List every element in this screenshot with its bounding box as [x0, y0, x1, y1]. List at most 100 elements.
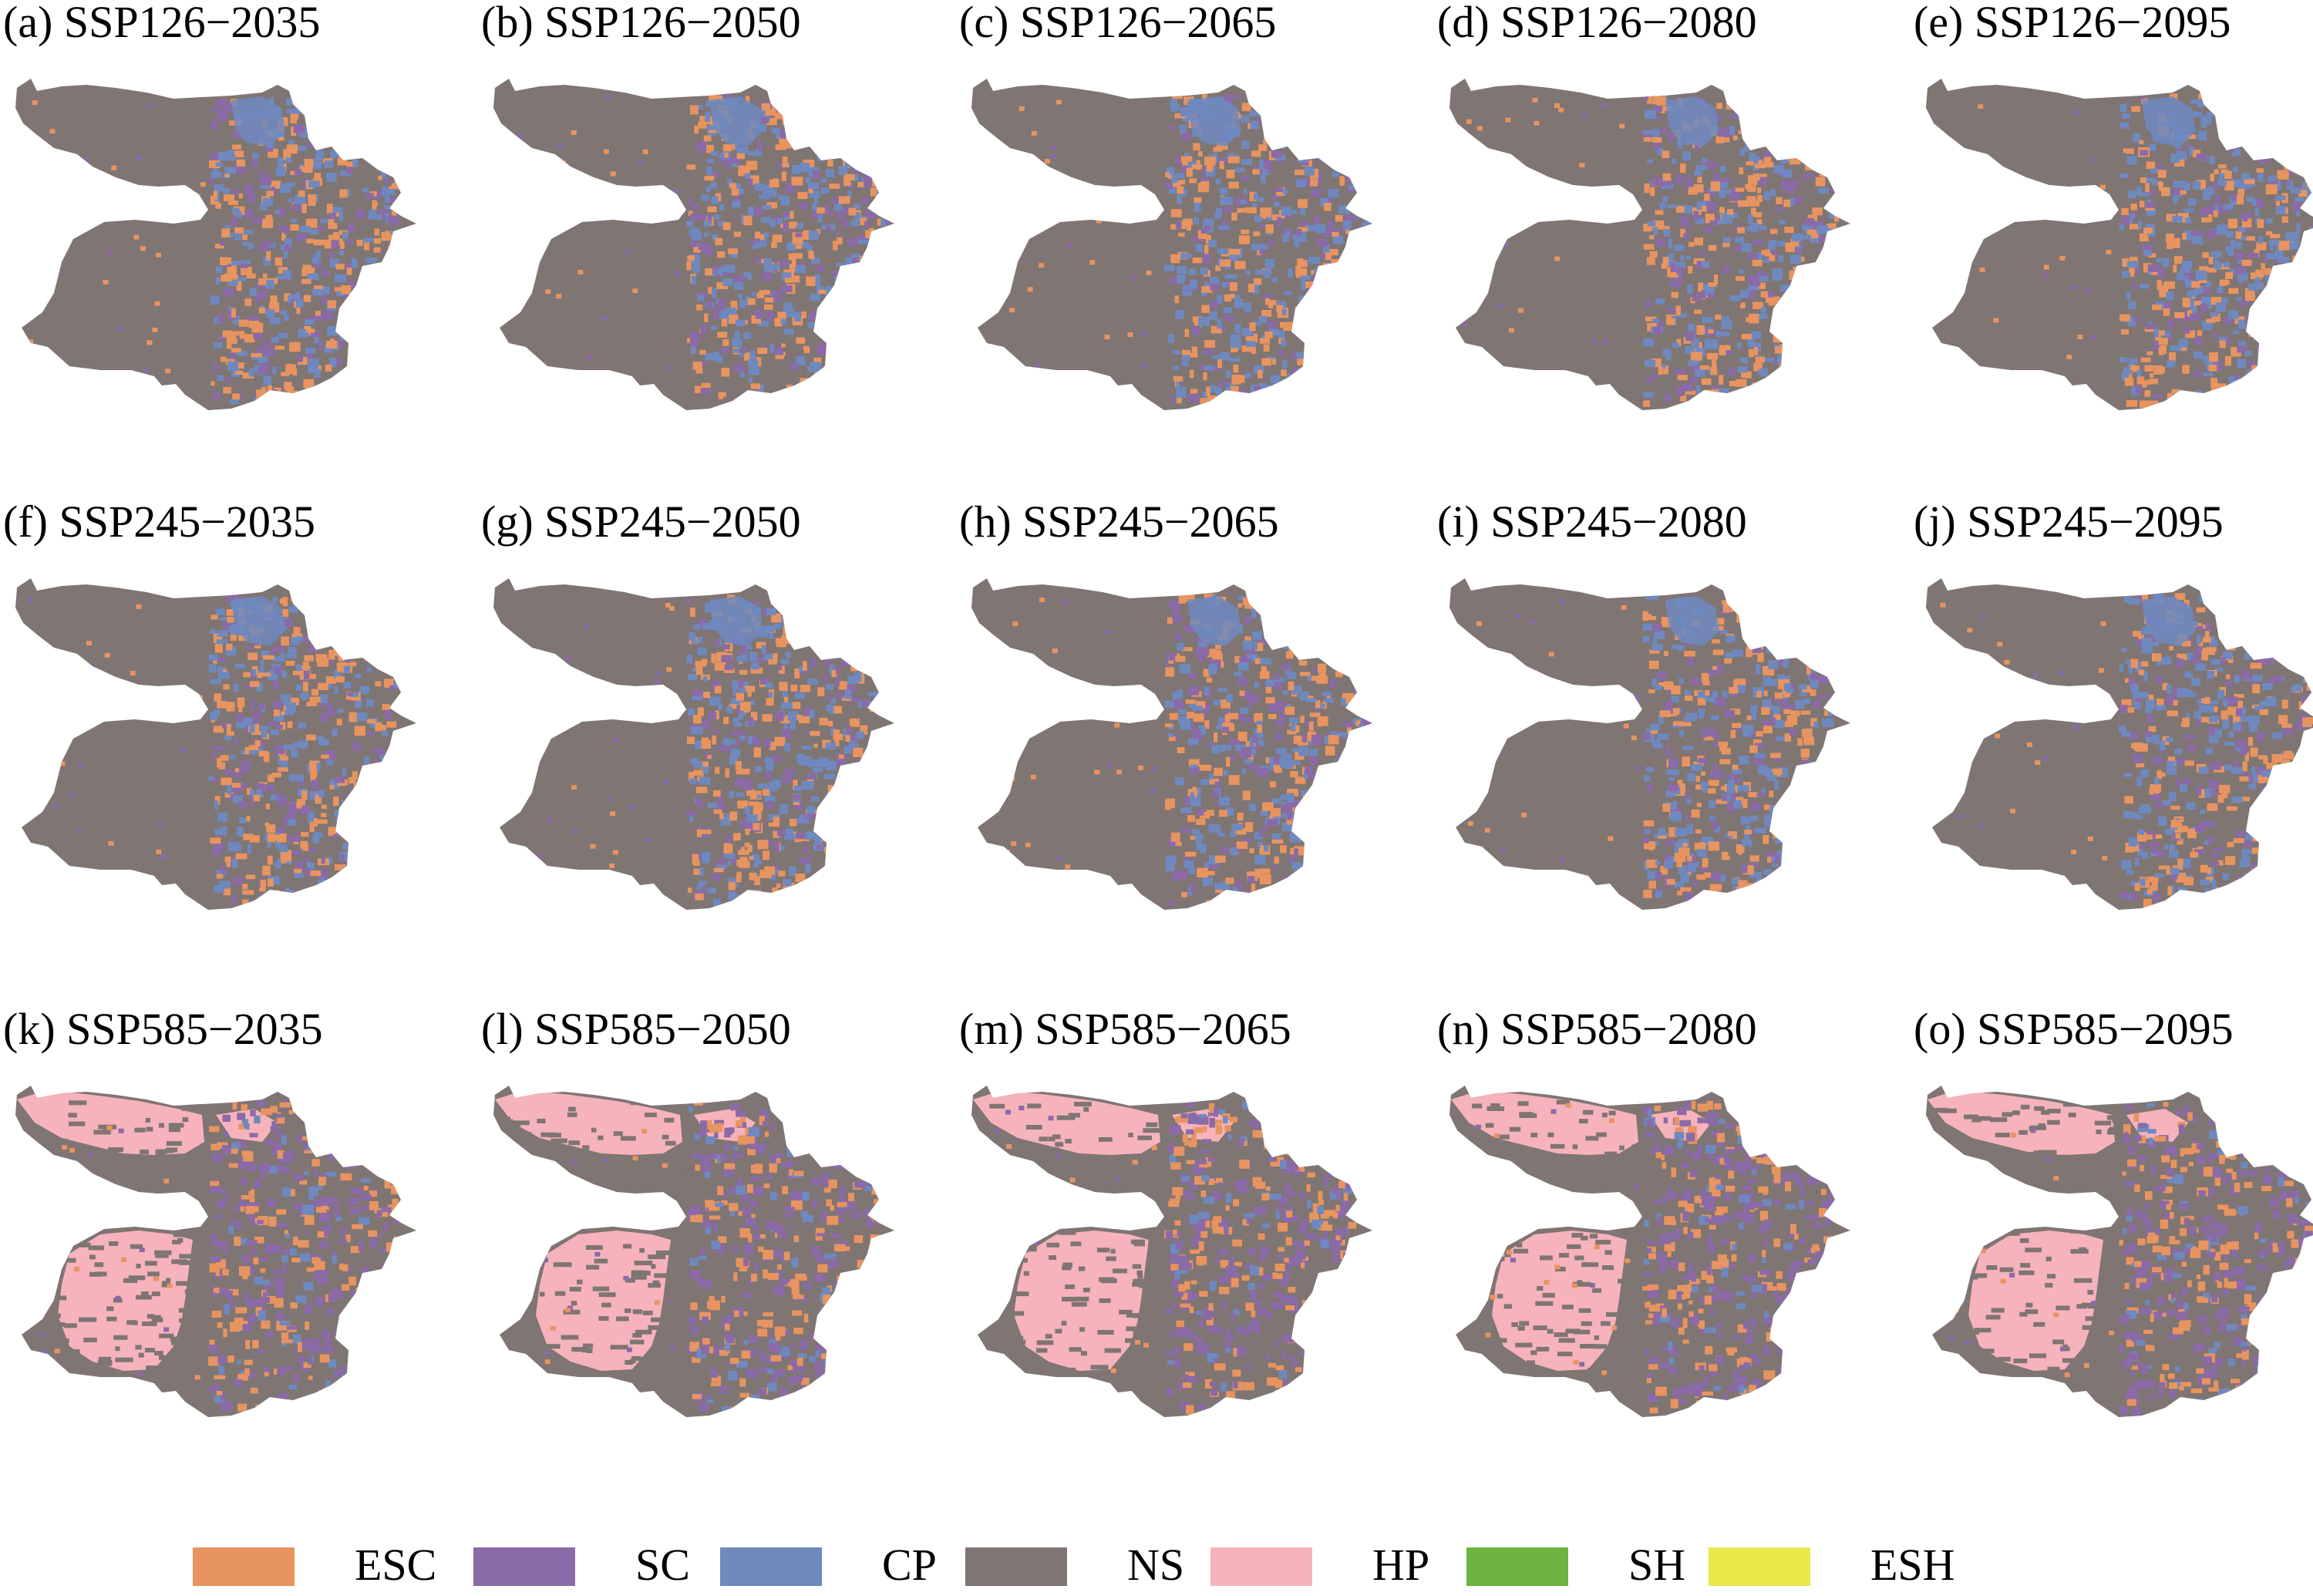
sc-cell	[348, 326, 357, 332]
cp-cell	[1790, 197, 1794, 206]
cp-cell	[1194, 217, 1199, 224]
cp-cell	[1310, 899, 1318, 907]
esc-cell	[714, 868, 724, 872]
sc-cell	[1291, 353, 1296, 359]
sc-cell	[2167, 319, 2173, 328]
cp-cell	[1278, 301, 1285, 305]
sc-cell	[1175, 157, 1180, 165]
cp-cell	[806, 864, 811, 874]
sc-cell	[332, 240, 339, 248]
esc-cell	[1310, 179, 1318, 186]
sc-cell	[1352, 201, 1360, 209]
sc-cell	[805, 389, 815, 393]
sc-cell	[218, 657, 226, 662]
esc-cell	[210, 614, 217, 619]
esc-cell	[303, 845, 309, 851]
cp-cell	[2156, 258, 2162, 263]
cp-cell	[1301, 179, 1306, 184]
esc-cell	[1324, 371, 1335, 379]
cp-cell	[402, 197, 406, 204]
esc-cell	[2292, 255, 2301, 261]
esc-cell	[867, 593, 879, 601]
cp-cell	[1265, 259, 1275, 268]
cp-cell	[2237, 359, 2247, 369]
sc-cell	[1316, 239, 1328, 247]
sc-cell	[1667, 308, 1676, 312]
cp-cell	[2298, 299, 2306, 308]
esc-cell	[803, 661, 807, 671]
esc-cell	[695, 894, 704, 901]
esc-cell	[2131, 106, 2140, 112]
cp-cell	[220, 617, 227, 621]
sc-cell	[830, 830, 835, 840]
sc-cell	[369, 318, 375, 322]
sc-cell	[1692, 295, 1700, 301]
cp-cell	[379, 329, 387, 337]
esc-cell	[396, 800, 405, 810]
cp-cell	[837, 646, 841, 655]
esc-cell	[366, 719, 375, 724]
esc-cell	[749, 856, 754, 860]
sc-cell	[1241, 891, 1251, 900]
esc-cell	[1814, 161, 1819, 171]
cp-cell	[349, 323, 356, 327]
sc-cell	[259, 171, 265, 181]
esc-cell	[1239, 235, 1250, 244]
cp-cell	[2228, 310, 2238, 319]
esc-cell	[404, 619, 410, 627]
cp-cell	[687, 655, 692, 664]
esc-cell	[786, 385, 793, 395]
esc-cell	[2198, 94, 2204, 99]
esc-cell	[387, 343, 392, 350]
esc-cell	[1335, 899, 1341, 906]
sc-cell	[1794, 399, 1800, 405]
esc-cell	[1295, 170, 1305, 175]
cp-cell	[1260, 810, 1268, 816]
esc-cell	[1266, 687, 1272, 693]
esc-cell	[844, 174, 854, 180]
sc-cell	[716, 805, 726, 810]
cp-cell	[275, 210, 281, 214]
sc-cell	[1824, 340, 1832, 348]
esc-cell	[2044, 265, 2049, 270]
esc-cell	[338, 652, 347, 660]
sc-cell	[247, 646, 253, 650]
cp-cell	[2255, 208, 2259, 216]
cp-cell	[1298, 897, 1308, 901]
cp-cell	[1738, 112, 1749, 120]
esc-cell	[1335, 349, 1340, 359]
esc-cell	[389, 319, 392, 326]
esc-cell	[796, 338, 805, 344]
sc-cell	[258, 704, 264, 709]
esc-cell	[326, 341, 337, 348]
esc-cell	[376, 387, 384, 396]
esc-cell	[1694, 310, 1702, 315]
esc-cell	[736, 761, 742, 770]
sc-cell	[1131, 275, 1136, 280]
esc-cell	[1176, 842, 1182, 846]
esc-cell	[1178, 233, 1185, 237]
cp-cell	[815, 594, 820, 602]
cp-cell	[1297, 99, 1308, 105]
sc-cell	[870, 210, 880, 214]
cp-cell	[2295, 232, 2299, 242]
cp-cell	[2245, 351, 2251, 356]
sc-cell	[1776, 207, 1785, 210]
esc-cell	[1235, 261, 1246, 270]
cp-cell	[405, 306, 413, 316]
cp-cell	[407, 305, 416, 314]
cp-cell	[232, 208, 240, 214]
sc-cell	[832, 197, 838, 204]
esc-cell	[291, 113, 298, 120]
sc-cell	[1729, 368, 1736, 375]
esc-cell	[258, 751, 268, 756]
cp-cell	[324, 93, 335, 97]
esc-cell	[1220, 397, 1231, 402]
sc-cell	[806, 856, 811, 863]
cp-cell	[210, 679, 222, 685]
sc-cell	[1665, 393, 1670, 402]
cp-cell	[210, 295, 220, 305]
cp-cell	[699, 880, 707, 884]
cp-cell	[2297, 137, 2302, 145]
esc-cell	[722, 339, 729, 346]
